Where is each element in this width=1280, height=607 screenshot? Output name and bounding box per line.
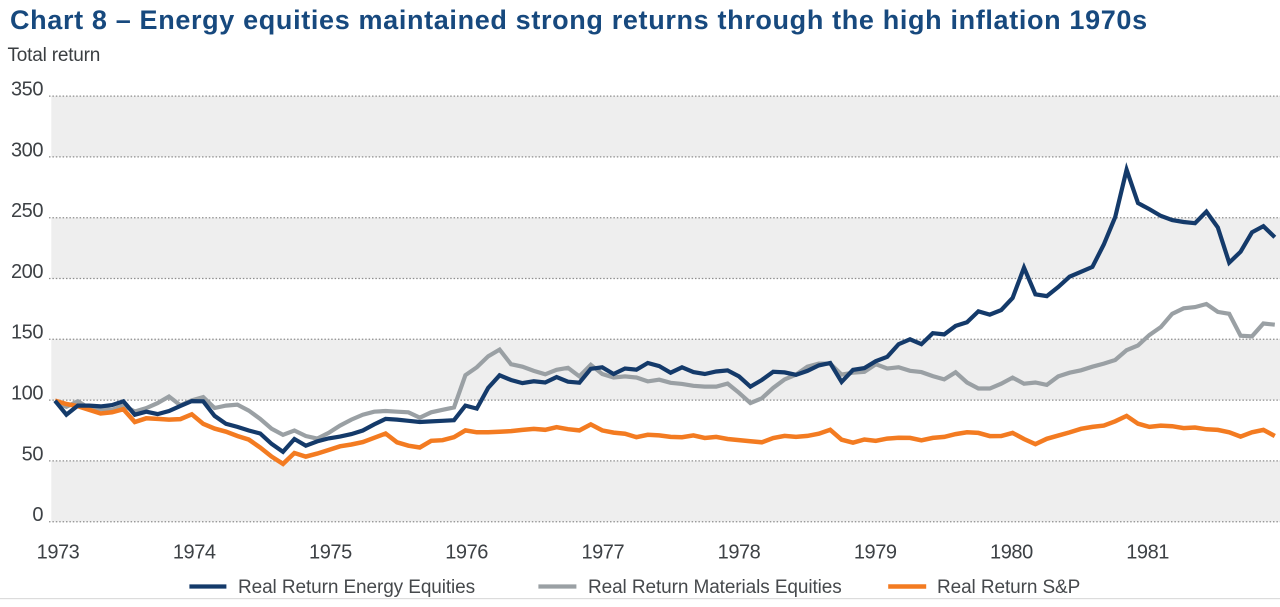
svg-text:300: 300 <box>11 139 43 161</box>
svg-text:1979: 1979 <box>854 541 897 563</box>
svg-text:1973: 1973 <box>37 541 80 563</box>
svg-text:200: 200 <box>11 261 43 283</box>
svg-text:1976: 1976 <box>445 541 488 563</box>
svg-text:1975: 1975 <box>309 541 352 563</box>
svg-text:1977: 1977 <box>581 541 624 563</box>
svg-text:1981: 1981 <box>1126 541 1169 563</box>
svg-text:Real Return S&P: Real Return S&P <box>937 577 1080 598</box>
svg-text:350: 350 <box>11 79 43 101</box>
svg-text:Real Return Energy Equities: Real Return Energy Equities <box>238 577 475 598</box>
svg-text:0: 0 <box>32 504 43 526</box>
svg-text:1980: 1980 <box>990 541 1033 563</box>
svg-text:250: 250 <box>11 200 43 222</box>
svg-text:Real Return Materials Equities: Real Return Materials Equities <box>588 577 842 598</box>
svg-text:1974: 1974 <box>173 541 216 563</box>
svg-text:150: 150 <box>11 322 43 344</box>
svg-text:100: 100 <box>11 383 43 405</box>
svg-text:50: 50 <box>22 443 44 465</box>
svg-text:1978: 1978 <box>718 541 761 563</box>
